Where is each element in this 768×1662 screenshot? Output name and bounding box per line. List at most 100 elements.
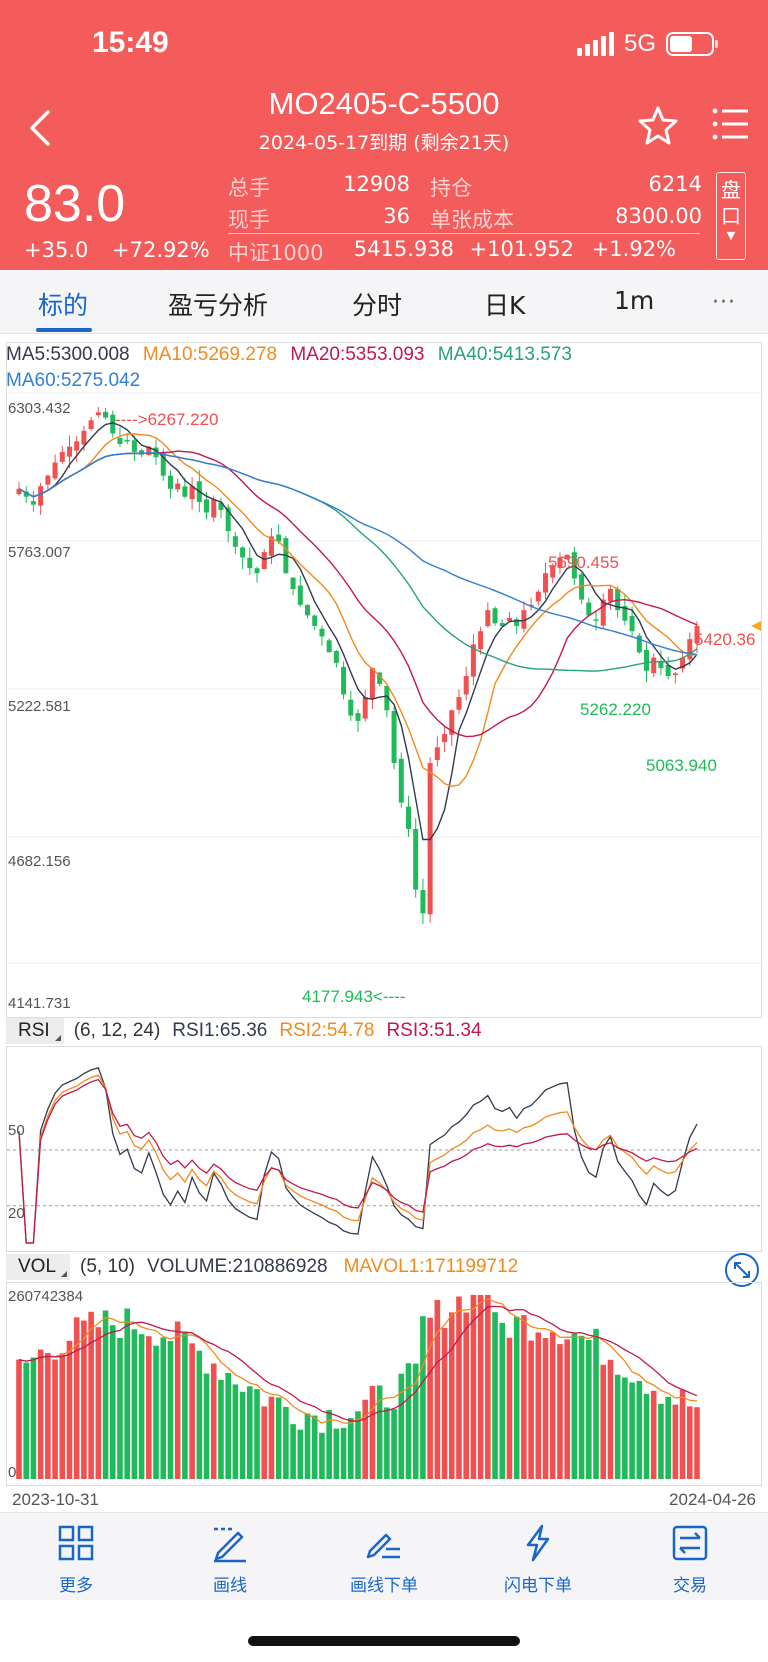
candle-body: [341, 666, 347, 695]
stat-label-unit-cost: 单张成本: [430, 208, 514, 232]
volume-bar: [456, 1296, 462, 1479]
candle-body: [593, 619, 599, 621]
grid-icon: [58, 1525, 94, 1561]
volume-bar: [362, 1399, 369, 1479]
local-high-annotation: 5690.455: [548, 553, 619, 572]
candle-body: [167, 475, 173, 489]
tab-daily-k[interactable]: 日K: [484, 291, 526, 320]
candle-body: [607, 589, 613, 602]
candle-body: [629, 615, 635, 632]
candle-body: [59, 451, 65, 462]
volume-bar: [405, 1363, 412, 1479]
underlying-value: 5415.938: [353, 237, 454, 261]
caret-down-icon: ▼: [726, 229, 736, 242]
battery-icon: [666, 32, 718, 56]
candle-body: [225, 507, 231, 532]
low-annotation: 4177.943<----: [302, 987, 406, 1006]
volume-bar: [477, 1295, 484, 1479]
candle-body: [644, 649, 650, 671]
volume-bar: [66, 1340, 73, 1479]
volume-bar: [268, 1396, 275, 1479]
candle-body: [521, 610, 527, 629]
tab-intraday[interactable]: 分时: [352, 291, 403, 320]
vol-indicator-selector[interactable]: VOL: [6, 1254, 71, 1280]
tab-underlying[interactable]: 标的: [38, 291, 89, 320]
vol-params: (5, 10): [80, 1256, 135, 1277]
volume-bar: [52, 1359, 58, 1479]
y-tick-label: 6303.432: [8, 400, 71, 417]
volume-bar: [643, 1393, 650, 1479]
volume-bar: [290, 1424, 296, 1479]
candle-body: [232, 536, 238, 547]
volume-bar: [304, 1413, 311, 1479]
more-button[interactable]: 更多: [16, 1513, 136, 1601]
volume-bar: [261, 1406, 268, 1479]
volume-bar: [102, 1310, 109, 1479]
volume-bar: [412, 1363, 419, 1479]
tab-1m[interactable]: 1m: [614, 286, 655, 315]
mavol1-line: [18, 1298, 698, 1425]
volume-bar: [138, 1334, 145, 1479]
rsi1-line: [18, 1067, 698, 1244]
candle-body: [88, 420, 94, 430]
volume-chart[interactable]: [6, 1282, 762, 1486]
candle-body: [117, 437, 123, 445]
candle-body: [506, 618, 512, 622]
candle-body: [586, 602, 592, 616]
rsi-indicator-selector[interactable]: RSI: [6, 1018, 64, 1044]
volume-bar: [81, 1320, 87, 1479]
volume-bar: [629, 1382, 635, 1479]
candle-body: [369, 668, 375, 699]
candle-body: [514, 619, 520, 626]
volume-bar: [146, 1336, 152, 1479]
ma10-value: MA10:5269.278: [142, 344, 278, 365]
price-change: +35.0: [24, 238, 89, 262]
volume-bar: [275, 1397, 282, 1479]
candle-body: [600, 599, 606, 626]
volume-bar: [182, 1331, 188, 1479]
volume-bar: [448, 1312, 455, 1479]
menu-list-icon[interactable]: [712, 106, 750, 142]
candle-body: [579, 574, 585, 600]
flash-order-button[interactable]: 闪电下单: [478, 1513, 598, 1601]
candle-body: [312, 615, 318, 626]
expand-icon[interactable]: [724, 1252, 760, 1288]
y-tick-label: 4141.731: [8, 995, 71, 1012]
candle-body: [470, 644, 476, 677]
candle-body: [153, 447, 159, 458]
candle-body: [218, 502, 224, 510]
ma5-line: [18, 422, 698, 841]
candle-body: [687, 639, 693, 660]
candle-body: [499, 623, 505, 626]
favorite-star-icon[interactable]: [636, 104, 680, 148]
volume-bar: [463, 1312, 469, 1479]
tab-pnl-analysis[interactable]: 盈亏分析: [168, 291, 269, 320]
stat-value-current-volume: 36: [383, 204, 410, 228]
draw-order-label: 画线下单: [350, 1576, 418, 1596]
home-indicator: [248, 1636, 520, 1646]
tab-bar: 标的 盈亏分析 分时 日K 1m ···: [0, 270, 768, 334]
back-arrow-icon[interactable]: [26, 108, 56, 148]
order-book-button[interactable]: 盘 口 ▼: [716, 172, 746, 260]
trade-button[interactable]: 交易: [630, 1513, 750, 1601]
contract-title: MO2405-C-5500: [268, 86, 500, 121]
rsi-chart[interactable]: [6, 1046, 763, 1252]
rsi3-value: RSI3:51.34: [386, 1020, 482, 1041]
draw-line-button[interactable]: 画线: [170, 1513, 290, 1601]
candle-body: [326, 640, 332, 653]
trade-icon: [672, 1525, 708, 1561]
candlestick-svg: [7, 392, 763, 964]
rsi-level-label: 20: [8, 1205, 25, 1222]
stat-value-unit-cost: 8300.00: [615, 204, 702, 228]
draw-order-button[interactable]: 画线下单: [324, 1513, 444, 1601]
stat-label-open-interest: 持仓: [430, 176, 472, 200]
volume-bar: [124, 1308, 130, 1479]
stat-label-current-volume: 现手: [228, 208, 270, 232]
y-tick-label: 4682.156: [8, 853, 71, 870]
volume-bar: [499, 1322, 506, 1479]
more-tabs-button[interactable]: ···: [712, 290, 736, 315]
vol-header: VOL (5, 10) VOLUME:210886928 MAVOL1:1711…: [6, 1254, 518, 1280]
candle-body: [290, 577, 296, 590]
candlestick-chart[interactable]: [6, 342, 763, 1018]
candle-body: [362, 697, 368, 719]
